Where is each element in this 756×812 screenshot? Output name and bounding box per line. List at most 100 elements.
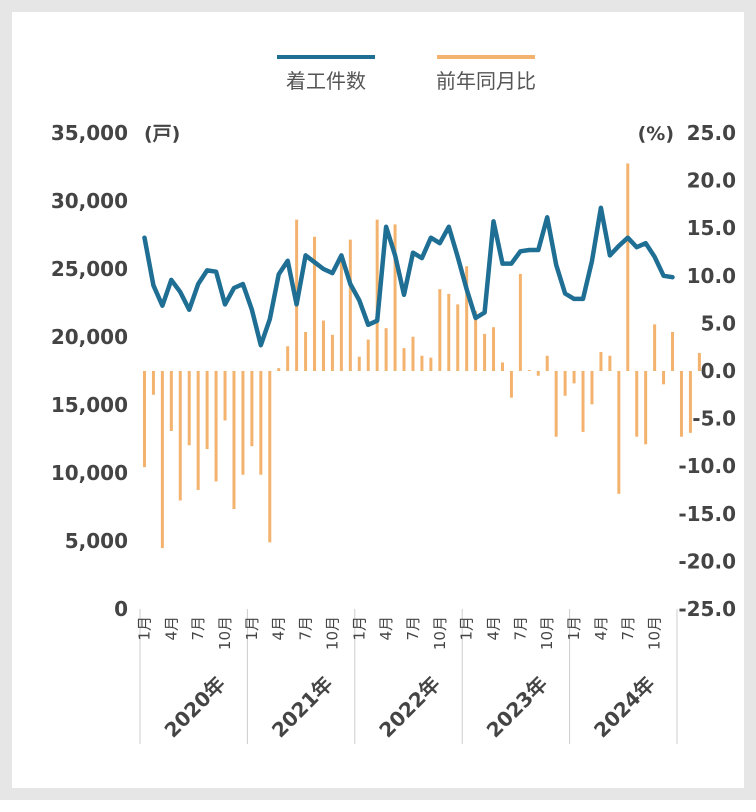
bar-yoy xyxy=(689,371,692,433)
bar-yoy xyxy=(358,357,361,371)
x-month-label: 10月 xyxy=(431,616,449,650)
y-left-tick-label: 20,000 xyxy=(51,325,128,349)
bar-yoy xyxy=(259,371,262,475)
bar-yoy xyxy=(268,371,271,542)
x-month-label: 7月 xyxy=(189,616,207,641)
bar-yoy xyxy=(322,321,325,371)
bar-yoy xyxy=(456,304,459,371)
y-left-tick-label: 0 xyxy=(114,597,128,621)
x-month-label: 4月 xyxy=(270,616,288,641)
bar-yoy xyxy=(411,337,414,371)
bar-yoy xyxy=(438,289,441,371)
bar-yoy xyxy=(599,352,602,371)
bar-yoy xyxy=(224,371,227,421)
bar-yoy xyxy=(179,371,182,500)
legend-label-1: 着工件数 xyxy=(286,69,366,93)
x-month-label: 1月 xyxy=(243,616,261,641)
legend-label-2: 前年同月比 xyxy=(436,69,536,93)
bar-yoy xyxy=(501,362,504,371)
bar-yoy xyxy=(367,340,370,371)
bar-yoy xyxy=(662,371,665,384)
x-year-label: 2021年 xyxy=(267,672,337,742)
bar-yoy xyxy=(519,274,522,371)
bar-yoy xyxy=(188,371,191,445)
x-month-label: 1月 xyxy=(350,616,368,641)
y-left-unit-label: (戸) xyxy=(144,123,180,145)
bar-yoy xyxy=(537,371,540,376)
bar-yoy xyxy=(241,371,244,475)
y-left-tick-label: 10,000 xyxy=(51,461,128,485)
bar-yoy xyxy=(277,368,280,371)
bar-yoy xyxy=(671,332,674,371)
line-starts xyxy=(145,208,673,345)
bar-yoy xyxy=(340,254,343,371)
bar-yoy xyxy=(617,371,620,494)
bar-yoy xyxy=(483,334,486,371)
x-month-label: 7月 xyxy=(619,616,637,641)
y-right-tick-label: 5.0 xyxy=(701,311,736,335)
y-right-tick-label: -5.0 xyxy=(692,407,736,431)
x-month-label: 1月 xyxy=(135,616,153,641)
y-right-unit-label: (%) xyxy=(638,123,674,145)
x-month-label: 10月 xyxy=(646,616,664,650)
bar-yoy xyxy=(653,324,656,371)
bar-yoy xyxy=(429,358,432,371)
y-left-tick-label: 25,000 xyxy=(51,257,128,281)
y-right-tick-label: 0.0 xyxy=(701,359,736,383)
bar-yoy xyxy=(564,371,567,396)
y-left-tick-label: 15,000 xyxy=(51,393,128,417)
bar-yoy xyxy=(582,371,585,432)
bar-yoy xyxy=(528,370,531,371)
x-year-label: 2022年 xyxy=(374,672,444,742)
bar-yoy xyxy=(590,371,593,404)
bar-yoy xyxy=(385,328,388,371)
bar-yoy xyxy=(698,353,701,371)
x-month-label: 10月 xyxy=(216,616,234,650)
x-month-label: 1月 xyxy=(458,616,476,641)
y-right-tick-label: 20.0 xyxy=(687,169,736,193)
y-right-tick-label: -10.0 xyxy=(678,454,736,478)
x-month-label: 10月 xyxy=(538,616,556,650)
bar-yoy xyxy=(680,371,683,437)
chart: 着工件数 前年同月比 0 5,000 10,000 15,000 20,000 25,000 3… xyxy=(12,12,756,812)
x-month-label: 4月 xyxy=(377,616,395,641)
bar-yoy xyxy=(644,371,647,444)
y-right-tick-label: -15.0 xyxy=(678,502,736,526)
x-month-label: 4月 xyxy=(485,616,503,641)
bar-yoy xyxy=(635,371,638,437)
x-year-label: 2020年 xyxy=(160,672,230,742)
bar-yoy xyxy=(510,371,513,398)
bar-yoy xyxy=(349,240,352,371)
y-left-tick-label: 30,000 xyxy=(51,189,128,213)
bar-yoy xyxy=(143,371,146,467)
x-month-label: 7月 xyxy=(511,616,529,641)
bar-yoy xyxy=(608,356,611,371)
y-left-tick-label: 5,000 xyxy=(65,529,128,553)
bar-yoy xyxy=(492,327,495,371)
x-year-label: 2023年 xyxy=(482,672,552,742)
bar-yoy xyxy=(152,371,155,395)
y-right-tick-label: -20.0 xyxy=(678,549,736,573)
x-month-label: 4月 xyxy=(592,616,610,641)
bar-yoy xyxy=(420,356,423,371)
bar-yoy xyxy=(626,163,629,371)
y-left-tick-label: 35,000 xyxy=(51,121,128,145)
bar-yoy xyxy=(250,371,253,446)
x-month-label: 7月 xyxy=(297,616,315,641)
x-month-label: 1月 xyxy=(565,616,583,641)
y-right-tick-label: -25.0 xyxy=(678,597,736,621)
bar-yoy xyxy=(304,332,307,371)
bar-yoy xyxy=(573,371,576,383)
bar-yoy xyxy=(161,371,164,548)
y-right-tick-label: 25.0 xyxy=(687,121,736,145)
x-month-label: 10月 xyxy=(323,616,341,650)
x-month-label: 4月 xyxy=(162,616,180,641)
bar-yoy xyxy=(313,237,316,371)
bar-yoy xyxy=(286,346,289,371)
bar-yoy xyxy=(215,371,218,481)
y-right-tick-label: 15.0 xyxy=(687,216,736,240)
y-right-tick-label: 10.0 xyxy=(687,264,736,288)
bar-yoy xyxy=(206,371,209,449)
bar-yoy xyxy=(232,371,235,509)
